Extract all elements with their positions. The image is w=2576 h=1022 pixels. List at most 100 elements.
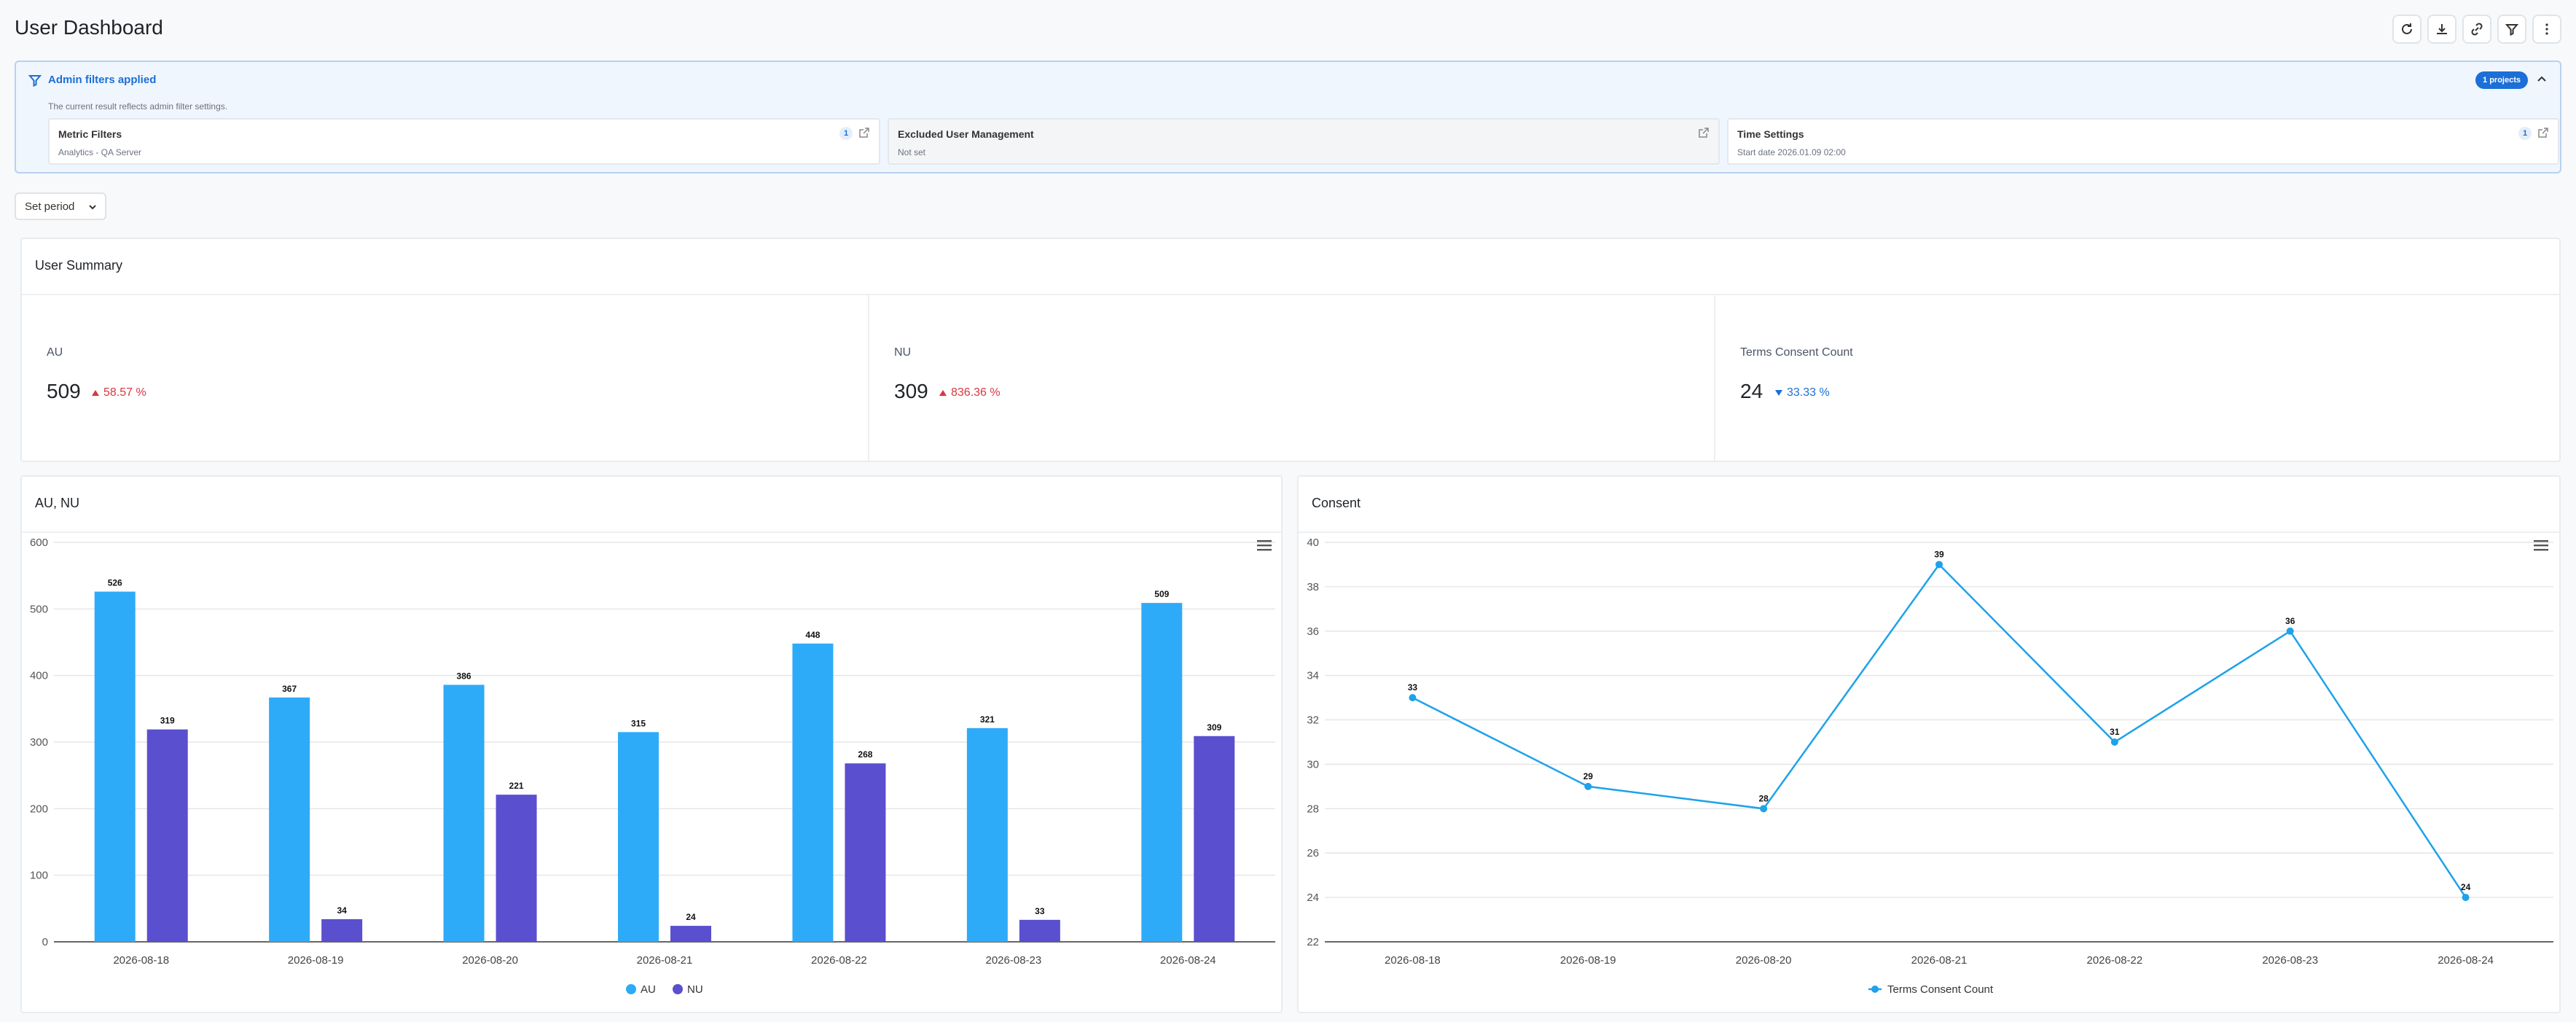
bar-au: [443, 684, 485, 942]
external-link-icon[interactable]: [1698, 127, 1710, 139]
legend-marker-nu: [673, 984, 683, 994]
kpi-label: NU: [894, 346, 912, 359]
admin-filters-title: Admin filters applied: [48, 74, 157, 86]
data-label: 24: [686, 912, 696, 922]
y-tick-label: 32: [1307, 714, 1319, 727]
data-label: 319: [160, 716, 175, 726]
admin-filters-panel: Admin filters applied 1 projects The cur…: [15, 61, 2561, 173]
y-tick-label: 0: [42, 936, 48, 948]
refresh-button[interactable]: [2392, 15, 2422, 44]
consent-chart-title: Consent: [1312, 496, 1361, 510]
kpi-au: AU 509 58.57 %: [22, 295, 868, 461]
x-tick-label: 2026-08-18: [113, 954, 169, 967]
bar-nu: [146, 729, 188, 942]
data-label: 33: [1408, 682, 1418, 693]
bar-au: [792, 643, 834, 942]
y-tick-label: 24: [1307, 892, 1319, 904]
external-link-icon[interactable]: [2537, 127, 2549, 139]
legend-label: AU: [641, 983, 656, 996]
triangle-up-icon: [939, 390, 947, 396]
kpi-change: 58.57 %: [92, 386, 146, 399]
chevron-down-icon: [89, 205, 96, 210]
chevron-up-icon[interactable]: [2535, 73, 2548, 86]
set-period-label: Set period: [25, 200, 75, 213]
kpi-change-value: 58.57 %: [103, 386, 146, 399]
download-button[interactable]: [2427, 15, 2456, 44]
y-tick-label: 600: [30, 537, 48, 549]
y-tick-label: 26: [1307, 847, 1319, 859]
filter-count-badge: 1: [2518, 127, 2532, 140]
au-nu-chart-card: AU, NU 0 100 200 300 400 500 600 526 319 2026-08-…: [20, 475, 1283, 1013]
data-point: [2286, 627, 2294, 635]
bar-au: [269, 697, 310, 942]
toolbar: [2392, 15, 2561, 44]
data-label: 315: [631, 718, 646, 728]
x-tick-label: 2026-08-18: [1385, 954, 1441, 967]
data-label: 386: [457, 671, 471, 681]
bar-nu: [1019, 919, 1060, 942]
y-tick-label: 34: [1307, 670, 1319, 682]
y-tick-label: 200: [30, 803, 48, 815]
data-label: 509: [1154, 589, 1169, 599]
kpi-change: 33.33 %: [1775, 386, 1830, 399]
y-tick-label: 38: [1307, 581, 1319, 593]
filter-card-excluded-users[interactable]: Excluded User Management Not set: [888, 118, 1720, 165]
data-label: 367: [282, 684, 297, 694]
series-line-terms-consent: [1412, 563, 2467, 898]
kpi-change-value: 33.33 %: [1787, 386, 1830, 399]
triangle-up-icon: [92, 390, 99, 396]
filter-card-title: Excluded User Management: [898, 128, 1034, 140]
bar-nu: [321, 918, 363, 942]
filter-card-time-settings[interactable]: Time Settings Start date 2026.01.09 02:0…: [1727, 118, 2559, 165]
data-label: 24: [2461, 882, 2471, 892]
filter-card-title: Metric Filters: [58, 128, 122, 140]
x-tick-label: 2026-08-21: [637, 954, 693, 967]
x-tick-label: 2026-08-22: [811, 954, 867, 967]
x-tick-label: 2026-08-23: [2262, 954, 2318, 967]
y-tick-label: 100: [30, 870, 48, 882]
x-tick-label: 2026-08-19: [1560, 954, 1616, 967]
au-nu-chart-title: AU, NU: [35, 496, 80, 510]
kpi-value: 309: [894, 380, 928, 402]
page-header: User Dashboard: [15, 13, 2561, 45]
bar-au: [94, 591, 136, 942]
x-tick-label: 2026-08-24: [2438, 954, 2494, 967]
data-label: 39: [1934, 549, 1944, 559]
admin-filters-description: The current result reflects admin filter…: [48, 101, 228, 112]
kpi-label: Terms Consent Count: [1740, 346, 1853, 359]
data-label: 36: [2285, 616, 2295, 626]
set-period-dropdown[interactable]: Set period: [15, 192, 106, 220]
au-nu-bar-chart: 0 100 200 300 400 500 600 526 319 2026-08-18 367 34…: [30, 537, 1275, 996]
kpi-label: AU: [47, 346, 63, 359]
data-label: 309: [1207, 722, 1221, 733]
kpi-change-value: 836.36 %: [951, 386, 1001, 399]
more-button[interactable]: [2532, 15, 2561, 44]
filter-card-value: Start date 2026.01.09 02:00: [1737, 147, 1846, 157]
data-label: 33: [1035, 906, 1045, 916]
bar-au: [618, 732, 659, 942]
legend-label: Terms Consent Count: [1887, 983, 1994, 996]
y-tick-label: 30: [1307, 758, 1319, 771]
divider: [22, 294, 2559, 295]
chart-menu-icon[interactable]: [1256, 538, 1272, 553]
filter-button[interactable]: [2497, 15, 2526, 44]
bar-au: [966, 728, 1008, 942]
data-point: [1584, 782, 1592, 790]
filter-icon: [2505, 24, 2519, 36]
data-label: 28: [1758, 793, 1769, 803]
projects-badge[interactable]: 1 projects: [2475, 71, 2528, 89]
kpi-value: 509: [47, 380, 81, 402]
refresh-icon: [2402, 23, 2412, 34]
download-icon: [2437, 24, 2447, 34]
consent-chart-card: Consent 22 24 26 28 30 32 34 36 38 40 33 29 28 39 31 36…: [1297, 475, 2561, 1013]
y-tick-label: 28: [1307, 803, 1319, 815]
legend-marker-terms-consent: [1871, 986, 1879, 993]
link-button[interactable]: [2462, 15, 2491, 44]
data-label: 34: [337, 905, 347, 916]
user-summary-card: User Summary AU 509 58.57 % NU 309 836.3…: [20, 238, 2561, 462]
external-link-icon[interactable]: [858, 127, 870, 139]
data-label: 526: [108, 578, 122, 588]
divider: [1299, 531, 2559, 533]
filter-card-metric[interactable]: Metric Filters Analytics - QA Server 1: [48, 118, 880, 165]
chart-menu-icon[interactable]: [2533, 538, 2549, 553]
